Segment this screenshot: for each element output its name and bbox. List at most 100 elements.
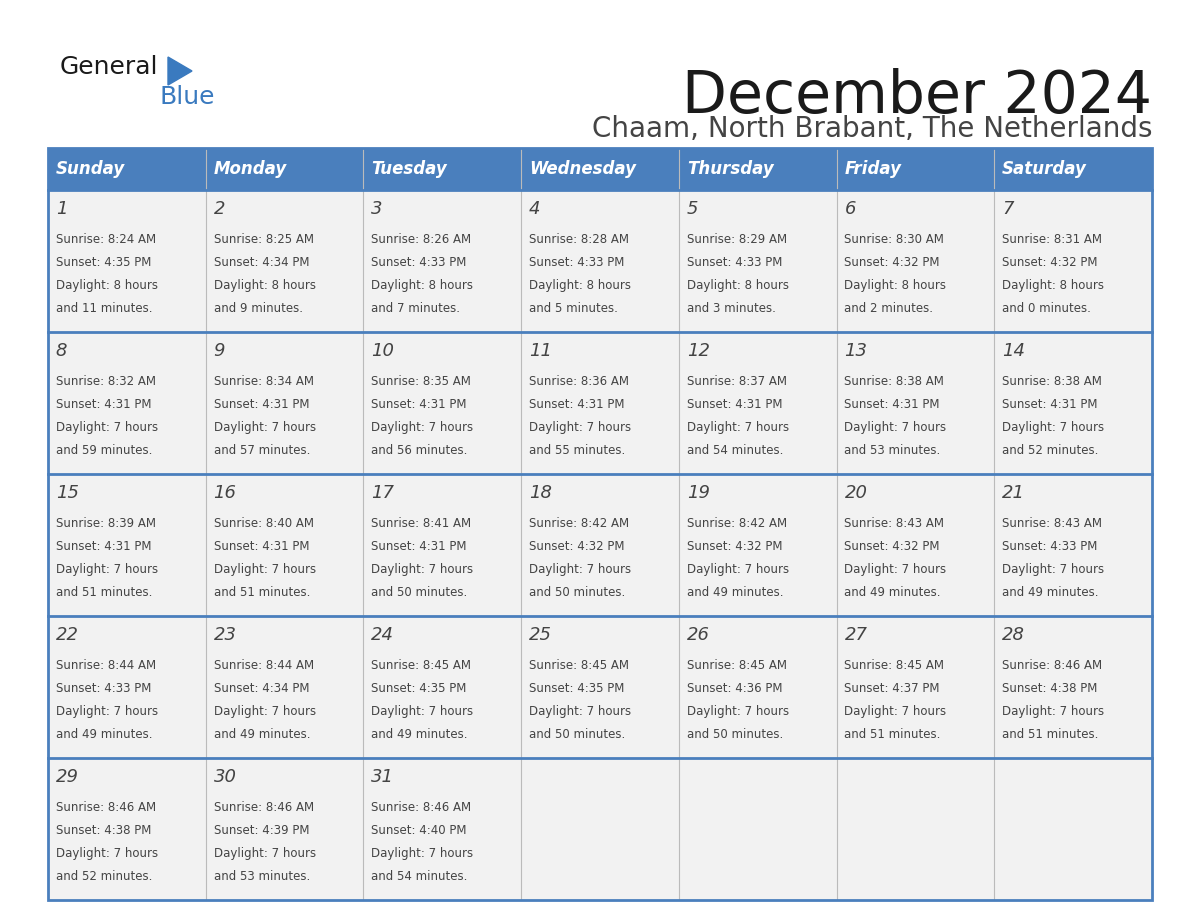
- Text: Sunset: 4:33 PM: Sunset: 4:33 PM: [529, 256, 625, 269]
- Bar: [678, 332, 836, 474]
- Text: Daylight: 8 hours: Daylight: 8 hours: [687, 279, 789, 292]
- Text: 18: 18: [529, 484, 552, 502]
- Text: Sunday: Sunday: [56, 160, 125, 178]
- Bar: [678, 190, 836, 332]
- Text: and 51 minutes.: and 51 minutes.: [56, 586, 152, 599]
- Bar: [206, 148, 364, 190]
- Text: Sunrise: 8:34 AM: Sunrise: 8:34 AM: [214, 375, 314, 387]
- Text: Daylight: 7 hours: Daylight: 7 hours: [56, 705, 158, 718]
- Text: Sunset: 4:35 PM: Sunset: 4:35 PM: [529, 682, 625, 695]
- Text: Daylight: 7 hours: Daylight: 7 hours: [56, 847, 158, 860]
- Text: Sunset: 4:31 PM: Sunset: 4:31 PM: [372, 540, 467, 553]
- Text: Sunset: 4:32 PM: Sunset: 4:32 PM: [845, 540, 940, 553]
- Text: Sunset: 4:33 PM: Sunset: 4:33 PM: [1003, 540, 1098, 553]
- Text: 7: 7: [1003, 200, 1013, 218]
- Text: Sunrise: 8:35 AM: Sunrise: 8:35 AM: [372, 375, 472, 387]
- Text: 4: 4: [529, 200, 541, 218]
- Bar: [994, 190, 1152, 332]
- Text: Sunrise: 8:31 AM: Sunrise: 8:31 AM: [1003, 232, 1102, 246]
- Text: 15: 15: [56, 484, 78, 502]
- Text: 14: 14: [1003, 341, 1025, 360]
- Bar: [206, 758, 364, 900]
- Text: Monday: Monday: [214, 160, 286, 178]
- Bar: [522, 474, 678, 616]
- Text: Sunrise: 8:37 AM: Sunrise: 8:37 AM: [687, 375, 786, 387]
- Text: Daylight: 7 hours: Daylight: 7 hours: [687, 420, 789, 434]
- Text: Sunset: 4:31 PM: Sunset: 4:31 PM: [529, 397, 625, 410]
- Text: Sunset: 4:37 PM: Sunset: 4:37 PM: [845, 682, 940, 695]
- Text: Daylight: 8 hours: Daylight: 8 hours: [1003, 279, 1104, 292]
- Bar: [364, 758, 522, 900]
- Text: Sunrise: 8:29 AM: Sunrise: 8:29 AM: [687, 232, 786, 246]
- Text: Daylight: 7 hours: Daylight: 7 hours: [529, 420, 631, 434]
- Text: 26: 26: [687, 626, 709, 644]
- Text: Sunset: 4:32 PM: Sunset: 4:32 PM: [529, 540, 625, 553]
- Text: Daylight: 8 hours: Daylight: 8 hours: [56, 279, 158, 292]
- Text: Daylight: 8 hours: Daylight: 8 hours: [529, 279, 631, 292]
- Text: Sunrise: 8:46 AM: Sunrise: 8:46 AM: [214, 800, 314, 813]
- Text: Sunrise: 8:43 AM: Sunrise: 8:43 AM: [1003, 517, 1102, 530]
- Text: Sunset: 4:33 PM: Sunset: 4:33 PM: [687, 256, 782, 269]
- Text: and 54 minutes.: and 54 minutes.: [372, 870, 468, 883]
- Text: and 49 minutes.: and 49 minutes.: [687, 586, 783, 599]
- Text: and 49 minutes.: and 49 minutes.: [214, 728, 310, 741]
- Text: Daylight: 7 hours: Daylight: 7 hours: [372, 705, 474, 718]
- Text: Daylight: 7 hours: Daylight: 7 hours: [529, 705, 631, 718]
- Bar: [48, 474, 206, 616]
- Bar: [206, 474, 364, 616]
- Text: Thursday: Thursday: [687, 160, 773, 178]
- Text: and 9 minutes.: and 9 minutes.: [214, 302, 303, 315]
- Text: Sunrise: 8:46 AM: Sunrise: 8:46 AM: [372, 800, 472, 813]
- Bar: [522, 616, 678, 758]
- Text: Daylight: 7 hours: Daylight: 7 hours: [56, 420, 158, 434]
- Bar: [48, 758, 206, 900]
- Bar: [206, 616, 364, 758]
- Text: Sunset: 4:31 PM: Sunset: 4:31 PM: [1003, 397, 1098, 410]
- Text: 22: 22: [56, 626, 78, 644]
- Text: Daylight: 7 hours: Daylight: 7 hours: [1003, 705, 1105, 718]
- Text: and 51 minutes.: and 51 minutes.: [214, 586, 310, 599]
- Bar: [836, 332, 994, 474]
- Text: 16: 16: [214, 484, 236, 502]
- Bar: [48, 332, 206, 474]
- Bar: [48, 616, 206, 758]
- Text: Sunrise: 8:28 AM: Sunrise: 8:28 AM: [529, 232, 628, 246]
- Text: Sunset: 4:31 PM: Sunset: 4:31 PM: [56, 397, 151, 410]
- Text: and 49 minutes.: and 49 minutes.: [372, 728, 468, 741]
- Text: 8: 8: [56, 341, 68, 360]
- Text: Sunrise: 8:25 AM: Sunrise: 8:25 AM: [214, 232, 314, 246]
- Text: Sunrise: 8:45 AM: Sunrise: 8:45 AM: [687, 658, 786, 672]
- Text: 3: 3: [372, 200, 383, 218]
- Text: and 11 minutes.: and 11 minutes.: [56, 302, 152, 315]
- Text: 27: 27: [845, 626, 867, 644]
- Text: 13: 13: [845, 341, 867, 360]
- Text: and 0 minutes.: and 0 minutes.: [1003, 302, 1091, 315]
- Polygon shape: [168, 57, 192, 85]
- Text: Sunset: 4:32 PM: Sunset: 4:32 PM: [1003, 256, 1098, 269]
- Bar: [994, 474, 1152, 616]
- Bar: [836, 616, 994, 758]
- Text: and 53 minutes.: and 53 minutes.: [214, 870, 310, 883]
- Text: Daylight: 8 hours: Daylight: 8 hours: [214, 279, 316, 292]
- Text: and 49 minutes.: and 49 minutes.: [845, 586, 941, 599]
- Text: Friday: Friday: [845, 160, 902, 178]
- Text: and 53 minutes.: and 53 minutes.: [845, 444, 941, 457]
- Text: Tuesday: Tuesday: [372, 160, 447, 178]
- Text: Sunset: 4:38 PM: Sunset: 4:38 PM: [56, 823, 151, 836]
- Text: Sunset: 4:33 PM: Sunset: 4:33 PM: [372, 256, 467, 269]
- Text: Daylight: 7 hours: Daylight: 7 hours: [372, 563, 474, 576]
- Bar: [994, 148, 1152, 190]
- Text: Sunrise: 8:39 AM: Sunrise: 8:39 AM: [56, 517, 156, 530]
- Text: and 3 minutes.: and 3 minutes.: [687, 302, 776, 315]
- Bar: [678, 758, 836, 900]
- Text: Sunrise: 8:26 AM: Sunrise: 8:26 AM: [372, 232, 472, 246]
- Text: Sunrise: 8:41 AM: Sunrise: 8:41 AM: [372, 517, 472, 530]
- Text: Sunset: 4:38 PM: Sunset: 4:38 PM: [1003, 682, 1098, 695]
- Text: Daylight: 7 hours: Daylight: 7 hours: [56, 563, 158, 576]
- Text: 17: 17: [372, 484, 394, 502]
- Text: Sunset: 4:31 PM: Sunset: 4:31 PM: [845, 397, 940, 410]
- Text: Sunset: 4:34 PM: Sunset: 4:34 PM: [214, 256, 309, 269]
- Bar: [206, 190, 364, 332]
- Text: Sunrise: 8:45 AM: Sunrise: 8:45 AM: [845, 658, 944, 672]
- Text: Blue: Blue: [160, 85, 215, 109]
